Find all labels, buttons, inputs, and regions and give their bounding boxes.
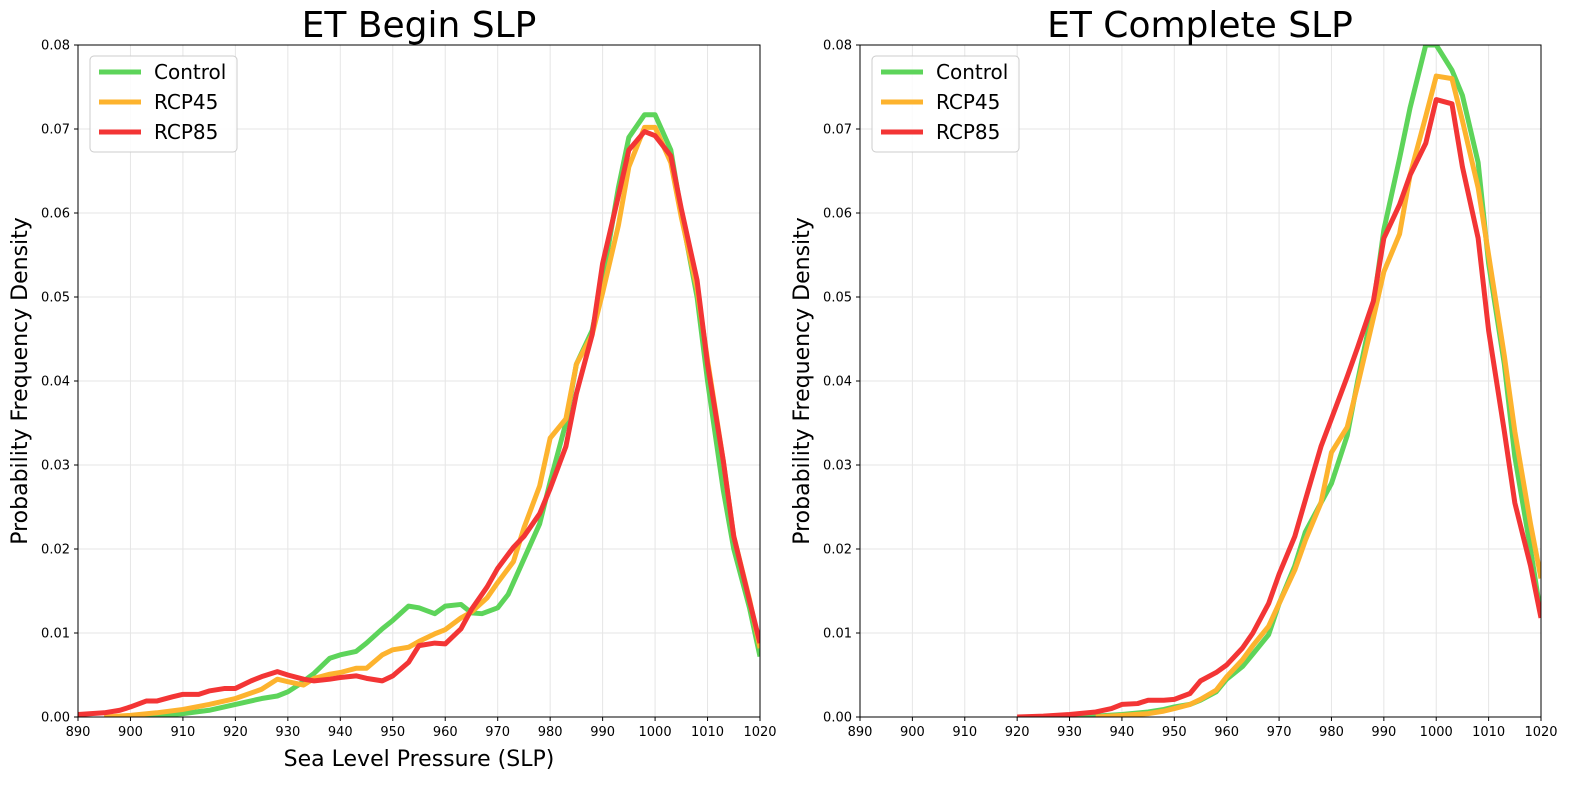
x-tick-label: 970 (485, 725, 510, 740)
x-tick-label: 980 (538, 725, 563, 740)
y-tick-label: 0.08 (41, 39, 70, 54)
legend-label: RCP85 (936, 120, 1000, 144)
legend-label: Control (936, 60, 1008, 84)
y-tick-label: 0.04 (823, 375, 852, 390)
x-tick-label: 890 (66, 725, 91, 740)
chart-et-begin-slp: ET Begin SLP Sea Level Pressure (SLP) Pr… (8, 5, 777, 772)
legend-label: RCP85 (154, 120, 218, 144)
legend: Control RCP45 RCP85 (871, 55, 1020, 153)
x-axis-label: Sea Level Pressure (SLP) (284, 747, 555, 772)
y-tick-label: 0.00 (823, 711, 852, 726)
x-tick-label: 1020 (1524, 725, 1557, 740)
x-tick-label: 950 (1162, 725, 1187, 740)
legend-label: Control (154, 60, 226, 84)
x-tick-label: 940 (328, 725, 353, 740)
y-tick-label: 0.04 (41, 375, 70, 390)
plot-frame (859, 44, 1542, 718)
y-tick-label: 0.02 (41, 543, 70, 558)
y-tick-label: 0.05 (41, 291, 70, 306)
series-line-rcp85 (78, 129, 760, 717)
plot-frame (77, 44, 761, 718)
x-tick-label: 980 (1319, 725, 1344, 740)
x-tick-label: 990 (1371, 725, 1396, 740)
legend-label: RCP45 (154, 90, 218, 114)
chart-et-complete-slp: ET Complete SLP Probability Frequency De… (790, 5, 1558, 740)
x-tick-label: 1010 (691, 725, 724, 740)
x-tick-label: 960 (1214, 725, 1239, 740)
x-tick-label: 970 (1267, 725, 1292, 740)
series-line-control (130, 112, 760, 717)
x-tick-label: 1000 (639, 725, 672, 740)
y-tick-label: 0.06 (41, 207, 70, 222)
y-tick-label: 0.03 (41, 459, 70, 474)
y-tick-label: 0.08 (823, 39, 852, 54)
x-tick-label: 940 (1110, 725, 1135, 740)
y-axis-label: Probability Frequency Density (8, 217, 33, 545)
y-tick-label: 0.02 (823, 543, 852, 558)
x-tick-label: 920 (1005, 725, 1030, 740)
x-tick-label: 930 (275, 725, 300, 740)
y-tick-label: 0.01 (823, 627, 852, 642)
x-tick-label: 1000 (1420, 725, 1453, 740)
y-tick-label: 0.06 (823, 207, 852, 222)
y-tick-label: 0.00 (41, 711, 70, 726)
x-tick-label: 930 (1057, 725, 1082, 740)
x-tick-label: 910 (171, 725, 196, 740)
y-tick-label: 0.01 (41, 627, 70, 642)
x-tick-label: 990 (590, 725, 615, 740)
y-axis-label: Probability Frequency Density (790, 217, 815, 545)
y-tick-label: 0.03 (823, 459, 852, 474)
series-line-rcp45 (104, 124, 760, 717)
x-tick-label: 900 (118, 725, 143, 740)
chart-title: ET Complete SLP (1047, 5, 1353, 46)
legend-box (89, 55, 238, 153)
x-tick-label: 950 (380, 725, 405, 740)
x-tick-label: 1010 (1472, 725, 1505, 740)
x-tick-label: 920 (223, 725, 248, 740)
x-tick-label: 1020 (743, 725, 776, 740)
legend: Control RCP45 RCP85 (89, 55, 238, 153)
y-tick-label: 0.07 (823, 123, 852, 138)
y-tick-label: 0.05 (823, 291, 852, 306)
y-tick-label: 0.07 (41, 123, 70, 138)
x-tick-label: 910 (952, 725, 977, 740)
legend-box (871, 55, 1020, 153)
legend-label: RCP45 (936, 90, 1000, 114)
x-tick-label: 960 (433, 725, 458, 740)
series-line-rcp45 (1095, 73, 1541, 717)
series-lines (1017, 45, 1541, 717)
chart-title: ET Begin SLP (302, 5, 537, 46)
series-lines (78, 112, 760, 717)
x-tick-label: 890 (848, 725, 873, 740)
series-line-rcp85 (1017, 97, 1541, 717)
x-tick-label: 900 (900, 725, 925, 740)
